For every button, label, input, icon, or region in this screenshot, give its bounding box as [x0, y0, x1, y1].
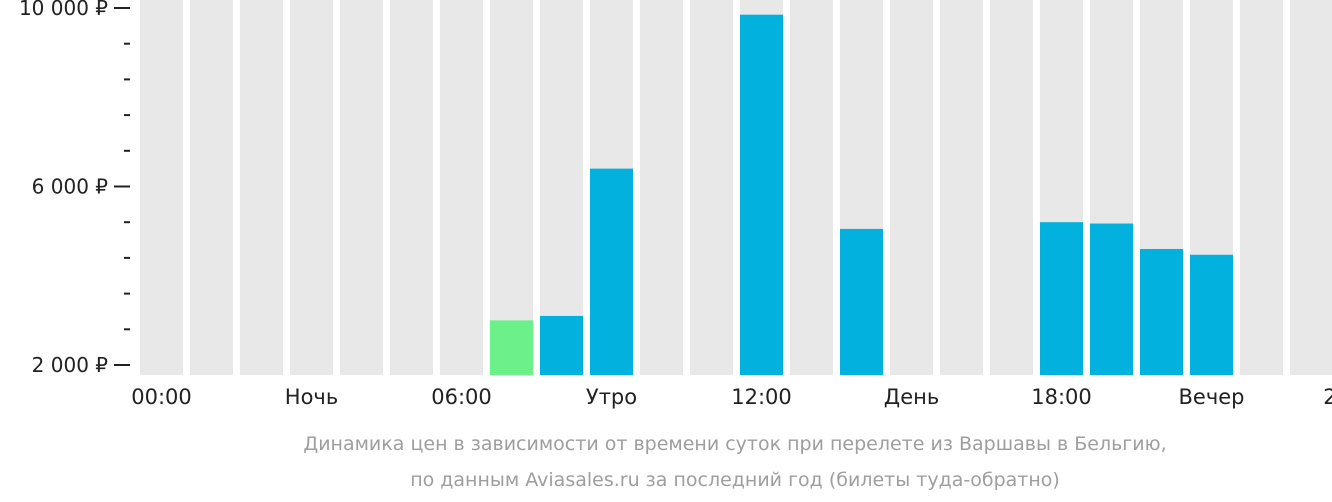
background-slot — [140, 0, 183, 375]
bar — [540, 315, 583, 375]
y-tick-label: 2 000 ₽ — [32, 353, 109, 377]
background-slot — [440, 0, 483, 375]
y-tick-label: 10 000 ₽ — [19, 0, 108, 20]
x-tick-label: 18:00 — [1031, 385, 1092, 409]
x-tick-label: Утро — [586, 385, 637, 409]
background-slot — [690, 0, 733, 375]
x-tick-label: 00:00 — [131, 385, 192, 409]
background-slot — [890, 0, 933, 375]
background-slot — [1290, 0, 1332, 375]
chart-caption-line-1: Динамика цен в зависимости от времени су… — [303, 433, 1167, 455]
bar — [1190, 254, 1233, 375]
background-slot — [790, 0, 833, 375]
bar — [740, 14, 783, 375]
bar-cheapest — [490, 320, 533, 375]
bar — [1040, 222, 1083, 375]
y-tick-label: 6 000 ₽ — [32, 175, 109, 199]
x-tick-label: 06:00 — [431, 385, 492, 409]
chart-caption-line-2: по данным Aviasales.ru за последний год … — [410, 469, 1060, 491]
background-slot — [190, 0, 233, 375]
x-tick-label: 12:00 — [731, 385, 792, 409]
background-slot — [540, 0, 583, 375]
x-tick-label: Вечер — [1179, 385, 1245, 409]
background-slot — [1240, 0, 1283, 375]
background-slot — [990, 0, 1033, 375]
x-tick-label: День — [884, 385, 939, 409]
background-slot — [490, 0, 533, 375]
background-slot — [640, 0, 683, 375]
bar — [1090, 223, 1133, 375]
bar — [1140, 248, 1183, 375]
price-by-time-chart: 2 000 ₽ 6 000 ₽ 10 000 ₽ 00:00 Ночь 06:00 Утро… — [19, 0, 1332, 409]
background-slot — [290, 0, 333, 375]
bar — [590, 168, 633, 375]
background-slot — [390, 0, 433, 375]
background-slot — [340, 0, 383, 375]
background-slot — [940, 0, 983, 375]
x-tick-label: 24:00 — [1323, 385, 1332, 409]
bar — [840, 228, 883, 375]
x-tick-label: Ночь — [285, 385, 338, 409]
background-slot — [240, 0, 283, 375]
